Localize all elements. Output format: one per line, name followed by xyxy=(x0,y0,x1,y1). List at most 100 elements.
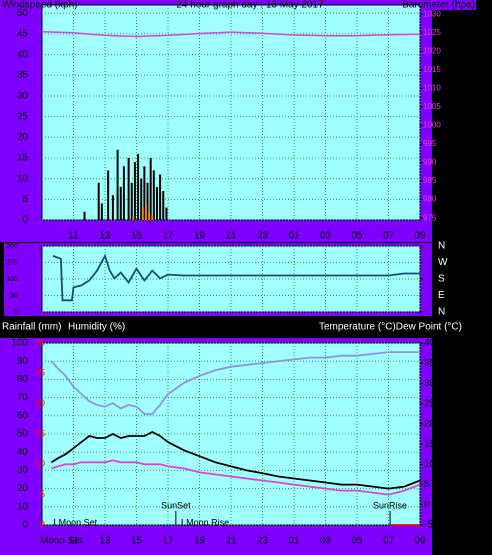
y2-tick-label: 1000 xyxy=(423,121,441,130)
y-tick-label: 25 xyxy=(17,111,29,122)
y2-tick-label: 25 xyxy=(424,398,436,409)
y-tick-label: 0 xyxy=(22,215,28,226)
y3-tick-label: 0 xyxy=(40,519,45,529)
y-tick-label: 10 xyxy=(17,173,29,184)
x-tick-label: 17 xyxy=(162,231,174,242)
y-axis-title: Windspeed (kph) xyxy=(2,0,78,11)
event-label: Moon Rise xyxy=(186,517,229,527)
series-line xyxy=(50,430,421,490)
y-tick-label: 45 xyxy=(17,29,29,40)
event-label: SunSet xyxy=(161,500,191,510)
event-label: SunRise xyxy=(373,500,407,510)
y-tick-label: 180 xyxy=(6,276,18,283)
y-tick-label: 30 xyxy=(17,465,29,476)
event-label: Moon Set xyxy=(59,517,98,527)
series-line xyxy=(52,253,420,302)
y-tick-label: 20 xyxy=(17,483,29,494)
x-tick-label: 03 xyxy=(320,231,332,242)
y2-tick-label: N xyxy=(438,307,445,318)
y2-tick-label: 1010 xyxy=(423,84,441,93)
y2-tick-label: 10 xyxy=(424,459,436,470)
y2-tick-label: 1025 xyxy=(423,28,441,37)
y2-tick-label: 1030 xyxy=(423,9,441,18)
y2-tick-label: 5 xyxy=(424,479,430,490)
x-tick-label: 05 xyxy=(351,536,363,547)
y2-tick-label: 1015 xyxy=(423,65,441,74)
x-tick-label: 01 xyxy=(288,231,300,242)
chart-title: 24 hour graph day : 13 May 2017 xyxy=(176,0,324,11)
x-tick-label: 21 xyxy=(225,231,237,242)
series-line xyxy=(50,351,420,415)
y2-tick-label: 20 xyxy=(424,419,436,430)
y2-tick-label: 980 xyxy=(423,195,437,204)
y2-tick-label: 975 xyxy=(423,213,437,222)
x-tick-label: 17 xyxy=(162,536,174,547)
x-tick-label: 15 xyxy=(131,536,143,547)
y-axis-title: Humidity (%) xyxy=(68,322,125,333)
y-tick-label: 40 xyxy=(17,49,29,60)
y-tick-label: 50 xyxy=(17,8,29,19)
y2-tick-label: 40 xyxy=(424,338,436,349)
x-tick-label: 19 xyxy=(194,536,206,547)
y2-tick-label: S xyxy=(438,274,445,285)
plot-area xyxy=(41,4,421,221)
y3-tick-label: 15 xyxy=(35,428,45,438)
y2-tick-label: E xyxy=(438,290,445,301)
y-tick-label: 30 xyxy=(17,91,29,102)
x-tick-label: 23 xyxy=(257,231,269,242)
x-tick-label: 01 xyxy=(288,536,300,547)
y2-tick-label: 995 xyxy=(423,139,437,148)
y2-tick-label: W xyxy=(438,257,448,268)
y2-tick-label: 15 xyxy=(424,439,436,450)
y-tick-label: 0 xyxy=(22,520,28,531)
y-tick-label: 5 xyxy=(22,194,28,205)
x-tick-label: 15 xyxy=(131,231,143,242)
x-tick-label: 13 xyxy=(99,231,111,242)
y-tick-label: 10 xyxy=(17,501,29,512)
y-tick-label: 60 xyxy=(17,410,29,421)
x-tick-label: 05 xyxy=(351,231,363,242)
x-tick-label: 13 xyxy=(99,536,111,547)
x-tick-label: 23 xyxy=(257,536,269,547)
x-axis-note: Moon Set xyxy=(40,536,83,547)
y2-tick-label: 1020 xyxy=(423,46,441,55)
y-tick-label: 70 xyxy=(17,392,29,403)
y2-tick-label: -5 xyxy=(424,520,433,531)
y3-tick-label: 5 xyxy=(40,489,45,499)
y2-tick-label: 985 xyxy=(423,176,437,185)
x-tick-label: 07 xyxy=(383,536,395,547)
x-tick-label: 19 xyxy=(194,231,206,242)
y-tick-label: 40 xyxy=(17,447,29,458)
y-tick-label: 50 xyxy=(17,429,29,440)
x-tick-label: 09 xyxy=(414,231,426,242)
y-tick-label: 20 xyxy=(17,132,29,143)
x-tick-label: 21 xyxy=(225,536,237,547)
y2-tick-label: 990 xyxy=(423,158,437,167)
y-tick-label: 270 xyxy=(6,259,18,266)
y-tick-label: 100 xyxy=(11,338,28,349)
y2-tick-label: N xyxy=(438,241,445,252)
series-line xyxy=(41,30,421,38)
y2-tick-label: 1005 xyxy=(423,102,441,111)
x-tick-label: 11 xyxy=(68,536,79,547)
y3-axis-title: Rainfall (mm) xyxy=(2,322,61,333)
series-line xyxy=(51,459,421,496)
y3-tick-label: 30 xyxy=(35,337,45,347)
y-tick-label: 90 xyxy=(10,292,18,299)
y3-tick-label: 10 xyxy=(35,459,45,469)
y2-axis-title: Barometer (hpa) xyxy=(402,0,475,11)
x-tick-label: 03 xyxy=(320,536,332,547)
y-tick-label: 80 xyxy=(17,374,29,385)
y-tick-label: 360 xyxy=(6,243,18,250)
x-tick-label: 09 xyxy=(414,536,426,547)
y-tick-label: 90 xyxy=(17,356,29,367)
y3-tick-label: 20 xyxy=(35,398,45,408)
y2-axis-title: Temperature (°C)Dew Point (°C) xyxy=(319,322,462,333)
y-tick-label: 0 xyxy=(14,309,18,316)
y-tick-label: 35 xyxy=(17,70,29,81)
y2-tick-label: 35 xyxy=(424,358,436,369)
y2-tick-label: 30 xyxy=(424,378,436,389)
y3-tick-label: 25 xyxy=(35,368,45,378)
